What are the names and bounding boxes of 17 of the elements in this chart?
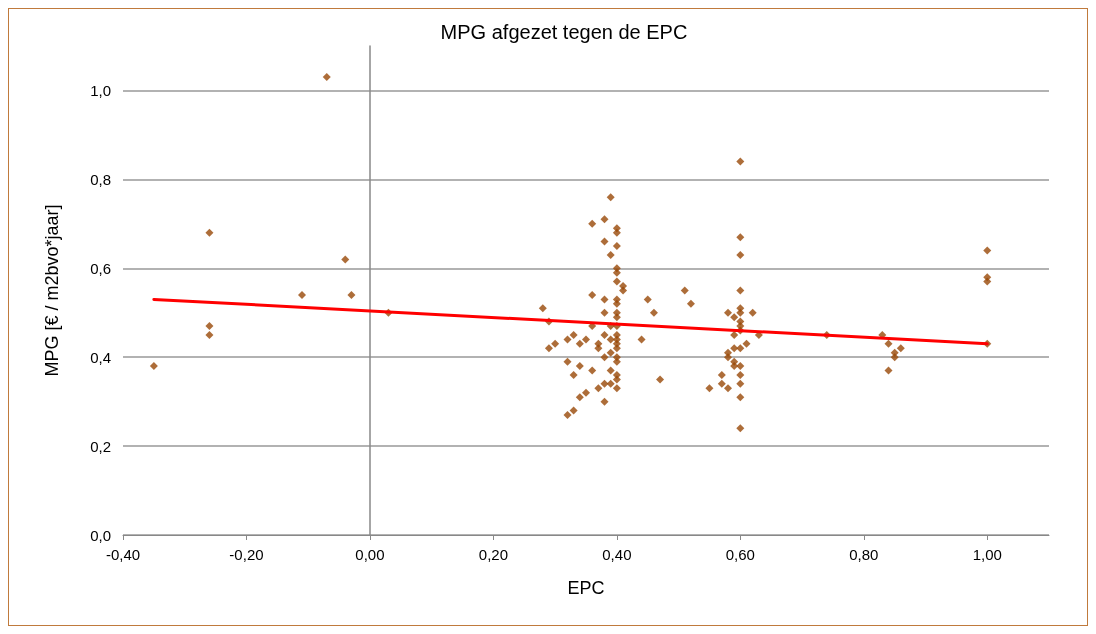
y-axis-title: MPG [€ / m2bvo*jaar]: [42, 204, 62, 377]
y-tick-label: 1,0: [90, 81, 111, 99]
chart-title: MPG afgezet tegen de EPC: [440, 21, 688, 43]
x-tick-label: 0,20: [478, 546, 508, 563]
x-tick-label: 0,60: [725, 546, 755, 563]
y-tick-label: 0,2: [90, 437, 111, 455]
x-tick-label: -0,40: [105, 546, 141, 563]
x-tick-label: 0,80: [849, 546, 879, 563]
x-tick-label: -0,20: [229, 546, 264, 563]
y-tick-label: 0,8: [90, 170, 111, 188]
y-tick-label: 0,0: [90, 526, 111, 544]
x-tick-label: 0,40: [602, 546, 632, 563]
y-tick-label: 0,4: [90, 348, 111, 366]
x-axis-title: EPC: [567, 578, 605, 598]
x-tick-label: 0,00: [355, 546, 385, 563]
x-tick-label: 1,00: [972, 546, 1002, 563]
y-tick-label: 0,6: [90, 259, 111, 277]
